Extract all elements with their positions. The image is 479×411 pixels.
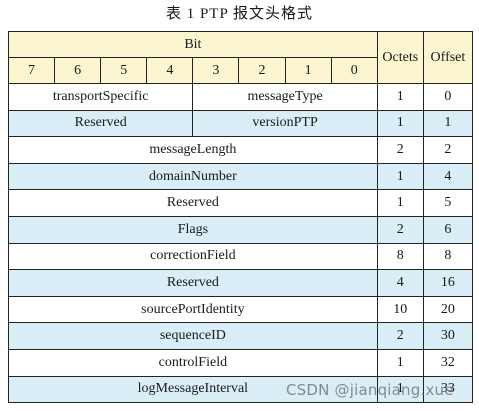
octets-cell: 2 xyxy=(376,322,424,350)
offset-cell: 30 xyxy=(422,322,474,350)
octets-cell: 1 xyxy=(376,348,424,377)
field-cell: correctionField xyxy=(8,242,378,271)
table-row: logMessageInterval 1 33 xyxy=(8,375,474,404)
octets-cell: 1 xyxy=(376,109,424,138)
offset-cell: 8 xyxy=(422,242,474,271)
table-row: controlField 1 32 xyxy=(8,348,474,377)
table-row: Reserved versionPTP 1 1 xyxy=(7,109,474,138)
table-row: correctionField 8 8 xyxy=(8,242,474,271)
table-row: sourcePortIdentity 10 20 xyxy=(8,295,474,324)
table-row: Reserved 4 16 xyxy=(8,269,474,297)
octets-cell: 4 xyxy=(376,269,424,297)
octets-cell: 2 xyxy=(376,215,424,244)
offset-cell: 1 xyxy=(422,109,474,138)
offset-header: Offset xyxy=(422,31,474,84)
table-row: Flags 2 6 xyxy=(8,215,474,244)
field-cell: logMessageInterval xyxy=(8,375,378,404)
bit-4: 4 xyxy=(146,57,194,84)
table-row: messageLength 2 2 xyxy=(8,136,474,164)
table-row: transportSpecific messageType 1 0 xyxy=(7,83,474,111)
offset-cell: 33 xyxy=(422,375,474,404)
field-cell: versionPTP xyxy=(192,109,378,138)
octets-cell: 2 xyxy=(376,136,424,164)
field-cell: Flags xyxy=(8,215,378,244)
octets-cell: 1 xyxy=(376,83,424,111)
bit-7: 7 xyxy=(7,57,56,84)
octets-cell: 1 xyxy=(376,189,424,217)
offset-cell: 16 xyxy=(422,269,474,297)
table-row: domainNumber 1 4 xyxy=(8,162,474,191)
table-row: Reserved 1 5 xyxy=(8,189,474,217)
octets-header: Octets xyxy=(376,31,424,84)
bit-0: 0 xyxy=(330,57,378,84)
bit-header: Bit xyxy=(8,31,378,58)
bit-5: 5 xyxy=(100,57,148,84)
field-cell: domainNumber xyxy=(8,162,378,191)
octets-cell: 8 xyxy=(376,242,424,271)
octets-cell: 10 xyxy=(376,295,424,324)
field-cell: Reserved xyxy=(8,189,378,217)
bit-1: 1 xyxy=(284,57,332,84)
field-cell: sequenceID xyxy=(8,322,378,350)
octets-cell: 1 xyxy=(376,375,424,404)
bit-3: 3 xyxy=(192,57,240,84)
offset-cell: 2 xyxy=(422,136,474,164)
field-cell: controlField xyxy=(8,348,378,377)
octets-cell: 1 xyxy=(376,162,424,191)
offset-cell: 20 xyxy=(422,295,474,324)
header-row-bit: Bit Octets Offset xyxy=(8,31,474,84)
offset-cell: 6 xyxy=(422,215,474,244)
field-cell: transportSpecific xyxy=(7,83,194,111)
offset-cell: 4 xyxy=(422,162,474,191)
table-caption: 表 1 PTP 报文头格式 xyxy=(165,6,314,22)
offset-cell: 5 xyxy=(422,189,474,217)
table-row: sequenceID 2 30 xyxy=(8,322,474,350)
field-cell: messageLength xyxy=(8,136,378,164)
field-cell: Reserved xyxy=(7,109,194,138)
field-cell: messageType xyxy=(192,83,378,111)
ptp-header-table: Bit Octets Offset 7 6 5 4 3 2 1 0 transp… xyxy=(7,31,474,404)
field-cell: sourcePortIdentity xyxy=(8,295,378,324)
watermark: CSDN @jianqiang.xue xyxy=(286,381,454,399)
field-cell: Reserved xyxy=(8,269,378,297)
offset-cell: 0 xyxy=(422,83,474,111)
bit-2: 2 xyxy=(238,57,286,84)
bit-6: 6 xyxy=(54,57,102,84)
offset-cell: 32 xyxy=(422,348,474,377)
